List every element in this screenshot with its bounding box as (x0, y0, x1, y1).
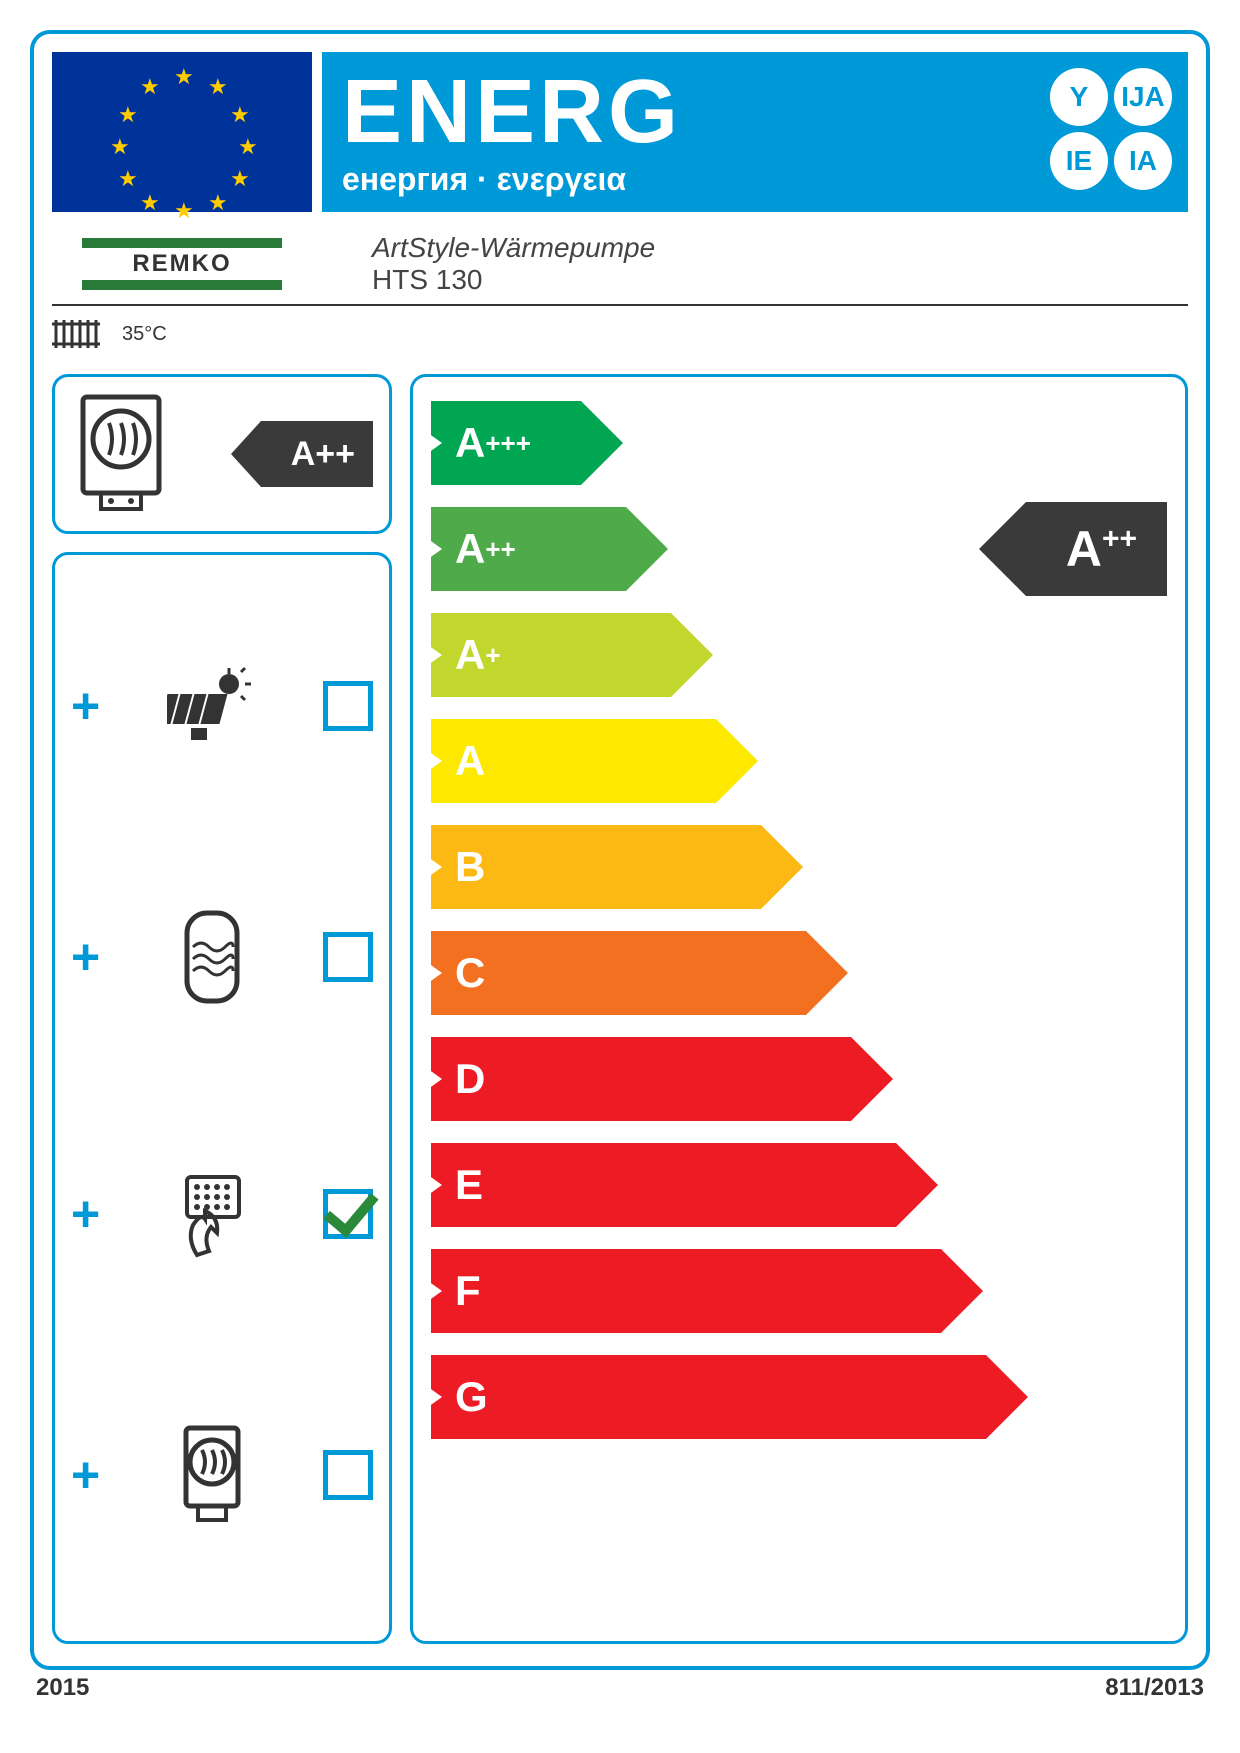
scale-arrow: C (431, 931, 806, 1015)
scale-arrow: G (431, 1355, 986, 1439)
scale-arrow: F (431, 1249, 941, 1333)
temperature-row: 35°C (52, 314, 1188, 354)
scale-arrow: A+++ (431, 401, 581, 485)
product-type: ArtStyle-Wärmepumpe (372, 232, 655, 264)
suffix-y: Y (1050, 68, 1108, 126)
option-solar-checkbox (323, 681, 373, 731)
scale-arrow: B (431, 825, 761, 909)
brand-name: REMKO (132, 250, 231, 278)
system-rating-arrow: A++ (1026, 502, 1167, 596)
rating-scale-panel: A+++ A++ A+ ABCDEFG A++ (410, 374, 1188, 1644)
energ-title: ENERG (342, 67, 1168, 157)
main-area: A++ + (52, 374, 1188, 1644)
scale-row-A+++: A+++ (431, 401, 1167, 485)
component-rating-arrow: A++ (261, 421, 373, 487)
energ-banner: ENERG енергия · ενεργεια Y IJA IE IA (322, 52, 1188, 212)
scale-row-B: B (431, 825, 1167, 909)
radiator-icon (52, 314, 108, 354)
hot-water-tank-icon (162, 907, 262, 1007)
footer-year: 2015 (36, 1674, 89, 1702)
eu-flag-icon: ★ ★ ★ ★ ★ ★ ★ ★ ★ ★ ★ ★ (52, 52, 312, 212)
product-model: HTS 130 (372, 264, 655, 296)
option-control-checkbox (323, 1189, 373, 1239)
options-panel: + + (52, 552, 392, 1644)
scale-row-A+: A+ (431, 613, 1167, 697)
plus-icon: + (71, 928, 100, 986)
option-supplementary: + (71, 1420, 373, 1530)
scale-row-C: C (431, 931, 1167, 1015)
option-tank-checkbox (323, 932, 373, 982)
left-column: A++ + (52, 374, 392, 1644)
heat-pump-icon (71, 389, 171, 519)
footer: 2015 811/2013 (30, 1670, 1210, 1702)
scale-row-E: E (431, 1143, 1167, 1227)
supplementary-heater-icon (162, 1420, 262, 1530)
option-control: + (71, 1169, 373, 1259)
component-rating-panel: A++ (52, 374, 392, 534)
scale-row-G: G (431, 1355, 1167, 1439)
plus-icon: + (71, 1446, 100, 1504)
plus-icon: + (71, 1185, 100, 1243)
temperature-value: 35°C (122, 323, 167, 346)
suffix-ie: IE (1050, 132, 1108, 190)
header: ★ ★ ★ ★ ★ ★ ★ ★ ★ ★ ★ ★ ENERG енергия · … (52, 52, 1188, 212)
energy-label: ★ ★ ★ ★ ★ ★ ★ ★ ★ ★ ★ ★ ENERG енергия · … (30, 30, 1210, 1670)
energ-subtitle: енергия · ενεργεια (342, 161, 1168, 198)
temperature-control-icon (162, 1169, 262, 1259)
suffix-ija: IJA (1114, 68, 1172, 126)
option-solar: + (71, 666, 373, 746)
energ-suffixes: Y IJA IE IA (1050, 68, 1172, 190)
product-row: REMKO ArtStyle-Wärmepumpe HTS 130 (52, 232, 1188, 306)
option-tank: + (71, 907, 373, 1007)
product-info: ArtStyle-Wärmepumpe HTS 130 (372, 232, 655, 296)
scale-arrow: D (431, 1037, 851, 1121)
solar-collector-icon (162, 666, 262, 746)
scale-arrow: A (431, 719, 716, 803)
scale-arrow: E (431, 1143, 896, 1227)
scale-arrow: A+ (431, 613, 671, 697)
scale-arrow: A++ (431, 507, 626, 591)
scale-row-A: A (431, 719, 1167, 803)
footer-regulation: 811/2013 (1105, 1674, 1204, 1702)
scale-row-D: D (431, 1037, 1167, 1121)
suffix-ia: IA (1114, 132, 1172, 190)
component-rating-value: A++ (291, 435, 355, 474)
option-supplementary-checkbox (323, 1450, 373, 1500)
brand-logo: REMKO (52, 238, 312, 290)
scale-row-F: F (431, 1249, 1167, 1333)
system-rating-value: A++ (1066, 520, 1137, 578)
plus-icon: + (71, 677, 100, 735)
